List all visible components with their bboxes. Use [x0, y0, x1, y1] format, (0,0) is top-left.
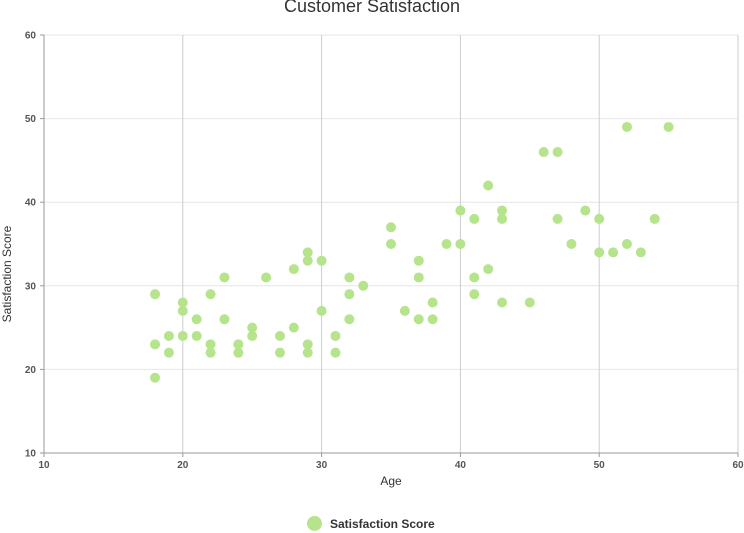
scatter-point[interactable]	[247, 330, 258, 341]
scatter-point[interactable]	[163, 347, 174, 358]
scatter-point[interactable]	[302, 339, 313, 350]
scatter-point[interactable]	[497, 297, 508, 308]
scatter-point[interactable]	[177, 305, 188, 316]
scatter-point[interactable]	[344, 314, 355, 325]
scatter-point[interactable]	[344, 289, 355, 300]
y-tick-label: 30	[25, 281, 37, 292]
y-tick-label: 10	[25, 449, 37, 460]
scatter-point[interactable]	[566, 239, 577, 249]
scatter-point[interactable]	[538, 147, 549, 158]
scatter-point[interactable]	[649, 213, 660, 224]
scatter-point[interactable]	[233, 347, 244, 358]
scatter-point[interactable]	[219, 272, 230, 283]
scatter-point[interactable]	[316, 305, 327, 316]
scatter-point[interactable]	[302, 247, 313, 258]
x-tick-label: 30	[316, 460, 328, 471]
scatter-point[interactable]	[302, 347, 313, 358]
scatter-point[interactable]	[483, 180, 494, 191]
scatter-point[interactable]	[483, 264, 494, 275]
scatter-point[interactable]	[274, 347, 285, 358]
scatter-point[interactable]	[469, 213, 480, 224]
scatter-point[interactable]	[413, 314, 424, 325]
scatter-point[interactable]	[427, 314, 438, 325]
scatter-point[interactable]	[386, 222, 396, 233]
scatter-point[interactable]	[413, 272, 424, 283]
scatter-point[interactable]	[150, 289, 161, 300]
scatter-point[interactable]	[497, 213, 508, 224]
scatter-point[interactable]	[552, 147, 563, 158]
scatter-point[interactable]	[247, 322, 258, 333]
scatter-point[interactable]	[330, 330, 341, 341]
y-tick-label: 20	[25, 365, 37, 376]
scatter-point[interactable]	[469, 272, 480, 283]
scatter-point[interactable]	[233, 339, 244, 350]
x-tick-label: 50	[594, 460, 606, 471]
scatter-point[interactable]	[497, 205, 508, 216]
x-tick-label: 10	[38, 460, 50, 471]
scatter-point[interactable]	[316, 255, 327, 266]
legend[interactable]: Satisfaction Score	[307, 516, 435, 531]
scatter-point[interactable]	[621, 121, 632, 132]
legend-marker-icon	[307, 516, 322, 531]
scatter-point[interactable]	[413, 255, 424, 266]
scatter-point[interactable]	[191, 330, 202, 341]
scatter-point[interactable]	[580, 205, 591, 216]
x-tick-label: 20	[177, 460, 189, 471]
scatter-point[interactable]	[302, 255, 313, 266]
scatter-point[interactable]	[635, 247, 646, 258]
x-axis-ticks: 10 20 30 40 50 60	[38, 453, 744, 471]
scatter-point[interactable]	[150, 339, 161, 350]
chart-title: Customer Satisfaction	[283, 0, 461, 16]
scatter-point[interactable]	[469, 289, 480, 300]
scatter-point[interactable]	[205, 289, 216, 300]
scatter-point[interactable]	[330, 347, 341, 358]
scatter-point[interactable]	[288, 322, 299, 333]
scatter-point[interactable]	[150, 372, 161, 383]
scatter-point[interactable]	[455, 239, 466, 249]
y-tick-label: 40	[25, 198, 37, 209]
scatter-point[interactable]	[288, 264, 299, 275]
scatter-point[interactable]	[261, 272, 272, 283]
y-axis-ticks: 10 20 30 40 50 60	[25, 31, 44, 460]
y-axis-title: Satisfaction Score	[0, 225, 14, 322]
legend-label: Satisfaction Score	[330, 516, 435, 531]
scatter-point[interactable]	[608, 247, 619, 258]
scatter-point[interactable]	[274, 330, 285, 341]
scatter-point[interactable]	[399, 305, 410, 316]
scatter-point[interactable]	[524, 297, 535, 308]
x-tick-label: 40	[455, 460, 467, 471]
scatter-point[interactable]	[386, 239, 396, 249]
x-axis-title: Age	[380, 474, 402, 488]
scatter-point[interactable]	[594, 213, 605, 224]
y-tick-label: 50	[25, 114, 37, 125]
scatter-point[interactable]	[177, 330, 188, 341]
y-tick-label: 60	[25, 31, 37, 42]
scatter-point[interactable]	[177, 297, 188, 308]
scatter-point[interactable]	[427, 297, 438, 308]
scatter-point[interactable]	[205, 347, 216, 358]
scatter-point[interactable]	[621, 239, 632, 249]
scatter-point[interactable]	[663, 121, 674, 132]
scatter-point[interactable]	[163, 330, 174, 341]
grid	[44, 34, 739, 453]
scatter-point[interactable]	[205, 339, 216, 350]
scatter-point[interactable]	[594, 247, 605, 258]
scatter-point[interactable]	[441, 239, 452, 249]
scatter-point[interactable]	[455, 205, 466, 216]
scatter-point[interactable]	[219, 314, 230, 325]
x-tick-label: 60	[732, 460, 744, 471]
scatter-point[interactable]	[552, 213, 563, 224]
scatter-point[interactable]	[358, 280, 369, 291]
scatter-point[interactable]	[191, 314, 202, 325]
data-points	[150, 121, 674, 383]
axes	[43, 35, 738, 454]
scatter-point[interactable]	[344, 272, 355, 283]
